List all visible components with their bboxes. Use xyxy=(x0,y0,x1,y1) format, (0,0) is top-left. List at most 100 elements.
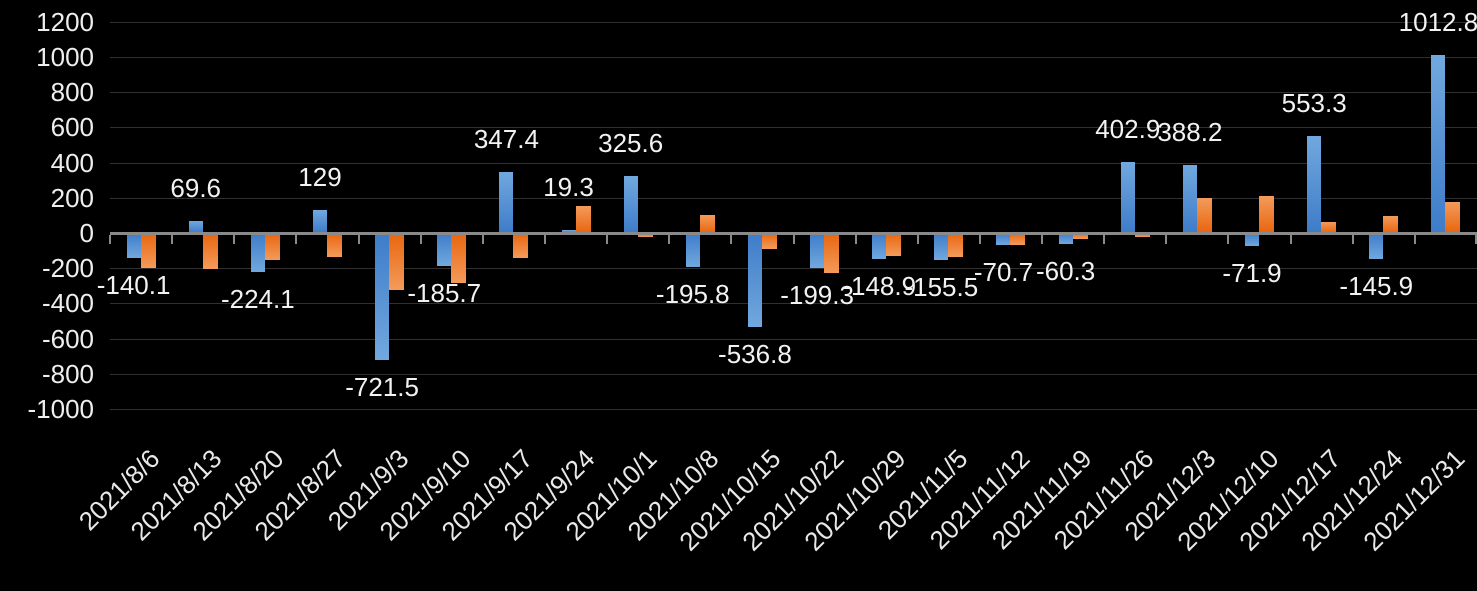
axis-tick xyxy=(1413,235,1416,244)
bar-blue-2021/11/19[interactable] xyxy=(1058,233,1073,244)
bar-orange-2021/10/8[interactable] xyxy=(699,215,715,233)
bar-orange-2021/9/17[interactable] xyxy=(513,233,529,259)
y-axis-tick-label: 800 xyxy=(50,77,94,107)
bar-orange-2021/8/27[interactable] xyxy=(326,233,342,258)
data-label: -155.5 xyxy=(904,272,979,302)
data-label: -71.9 xyxy=(1222,258,1282,288)
gridline xyxy=(110,57,1477,58)
bar-orange-2021/11/26[interactable] xyxy=(1134,233,1150,238)
y-axis-tick-label: 400 xyxy=(50,148,94,178)
bar-orange-2021/12/3[interactable] xyxy=(1196,197,1212,233)
gridline xyxy=(110,92,1477,93)
gridline xyxy=(110,163,1477,164)
data-label: -195.8 xyxy=(655,279,730,309)
y-axis-tick-label: 1200 xyxy=(36,7,94,37)
data-label: -70.7 xyxy=(973,257,1034,287)
data-label: -224.1 xyxy=(220,284,295,314)
y-axis-tick-label: -600 xyxy=(41,324,94,354)
bar-blue-2021/10/29[interactable] xyxy=(872,233,887,260)
y-axis-tick-label: -800 xyxy=(41,359,94,389)
bar-blue-2021/12/17[interactable] xyxy=(1307,135,1322,233)
bar-blue-2021/8/13[interactable] xyxy=(188,220,203,233)
axis-tick xyxy=(171,235,174,244)
data-label: -199.3 xyxy=(780,280,854,310)
bar-blue-2021/9/3[interactable] xyxy=(375,233,390,360)
data-label: 325.6 xyxy=(598,128,664,158)
data-label: 69.6 xyxy=(170,173,222,203)
bar-orange-2021/11/12[interactable] xyxy=(1010,233,1026,245)
bar-blue-2021/10/1[interactable] xyxy=(623,175,638,233)
axis-tick xyxy=(1351,235,1354,244)
data-label: -536.8 xyxy=(718,339,792,369)
axis-tick xyxy=(233,235,236,244)
bar-blue-2021/11/12[interactable] xyxy=(996,233,1011,246)
bar-orange-2021/8/6[interactable] xyxy=(140,233,156,268)
gridline xyxy=(110,127,1477,128)
axis-tick xyxy=(792,235,795,244)
axis-tick xyxy=(730,235,733,244)
gridline xyxy=(110,303,1477,304)
bar-orange-2021/9/10[interactable] xyxy=(451,233,467,283)
data-label: 19.3 xyxy=(543,172,594,202)
axis-tick xyxy=(109,235,111,244)
bar-orange-2021/10/29[interactable] xyxy=(886,233,902,256)
bar-orange-2021/12/24[interactable] xyxy=(1383,216,1399,233)
data-label: -148.9 xyxy=(842,271,917,301)
data-label: 1012.8 xyxy=(1398,7,1477,37)
data-label: 129 xyxy=(298,162,342,192)
bar-blue-2021/11/5[interactable] xyxy=(934,233,949,261)
bar-blue-2021/8/27[interactable] xyxy=(312,210,327,233)
y-axis-tick-label: 1000 xyxy=(36,42,94,72)
axis-tick xyxy=(1475,235,1477,244)
bar-blue-2021/10/22[interactable] xyxy=(810,233,825,269)
axis-tick xyxy=(481,235,484,244)
y-axis-tick-label: 200 xyxy=(50,183,94,213)
axis-tick xyxy=(978,235,981,244)
bar-orange-2021/8/20[interactable] xyxy=(264,233,280,260)
axis-tick xyxy=(854,235,857,244)
bar-orange-2021/11/5[interactable] xyxy=(948,233,964,257)
bar-blue-2021/12/31[interactable] xyxy=(1431,54,1446,233)
bar-orange-2021/10/15[interactable] xyxy=(761,233,777,249)
bar-orange-2021/9/24[interactable] xyxy=(575,205,591,233)
bar-blue-2021/9/17[interactable] xyxy=(499,171,514,233)
bar-orange-2021/8/13[interactable] xyxy=(202,233,218,269)
bar-blue-2021/9/24[interactable] xyxy=(561,229,576,233)
bar-blue-2021/12/3[interactable] xyxy=(1182,164,1197,233)
axis-tick xyxy=(295,235,298,244)
bar-blue-2021/9/10[interactable] xyxy=(437,233,452,266)
bar-blue-2021/12/10[interactable] xyxy=(1245,233,1260,246)
data-label: -721.5 xyxy=(345,372,419,402)
data-label: -145.9 xyxy=(1339,271,1414,301)
bar-orange-2021/12/10[interactable] xyxy=(1259,196,1275,233)
axis-tick xyxy=(1289,235,1292,244)
bar-orange-2021/11/19[interactable] xyxy=(1072,233,1088,239)
data-label: 388.2 xyxy=(1157,117,1223,147)
axis-tick xyxy=(668,235,671,244)
y-axis-tick-label: -200 xyxy=(41,253,94,283)
data-label: 553.3 xyxy=(1281,88,1347,118)
axis-tick xyxy=(1103,235,1106,244)
gridline xyxy=(110,374,1477,375)
data-label: -185.7 xyxy=(407,278,482,308)
bar-orange-2021/9/3[interactable] xyxy=(389,233,405,291)
axis-tick xyxy=(1227,235,1230,244)
axis-tick xyxy=(357,235,360,244)
bar-orange-2021/12/17[interactable] xyxy=(1321,222,1337,233)
axis-tick xyxy=(606,235,609,244)
data-label: -140.1 xyxy=(96,270,171,300)
bar-blue-2021/10/15[interactable] xyxy=(747,233,762,328)
bar-orange-2021/10/22[interactable] xyxy=(824,233,840,274)
bar-blue-2021/10/8[interactable] xyxy=(685,233,700,268)
gridline xyxy=(110,409,1477,410)
bar-blue-2021/8/6[interactable] xyxy=(126,233,141,258)
x-axis-line xyxy=(110,232,1477,235)
axis-tick xyxy=(419,235,422,244)
y-axis-tick-label: -1000 xyxy=(27,394,95,424)
bar-blue-2021/11/26[interactable] xyxy=(1120,162,1135,233)
bar-blue-2021/12/24[interactable] xyxy=(1369,233,1384,259)
bar-orange-2021/12/31[interactable] xyxy=(1445,201,1461,233)
gridline xyxy=(110,268,1477,269)
bar-blue-2021/8/20[interactable] xyxy=(250,233,265,273)
